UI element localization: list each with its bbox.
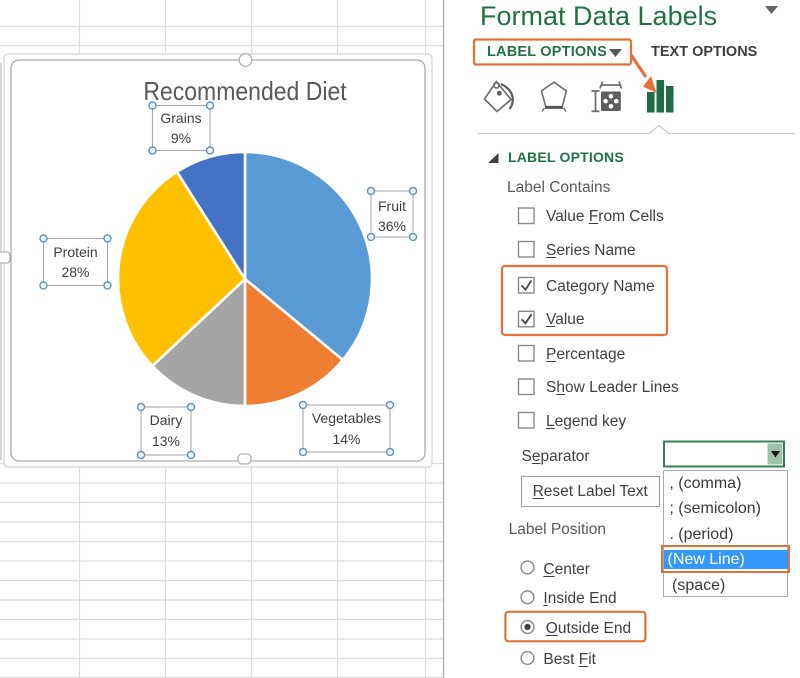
svg-text:Protein: Protein: [53, 244, 97, 260]
svg-text:Fruit: Fruit: [378, 198, 406, 214]
svg-text:36%: 36%: [378, 218, 406, 234]
svg-text:14%: 14%: [332, 431, 360, 447]
svg-text:28%: 28%: [61, 264, 89, 280]
svg-text:9%: 9%: [171, 130, 191, 146]
svg-text:13%: 13%: [152, 433, 180, 449]
svg-text:Recommended Diet: Recommended Diet: [143, 78, 346, 107]
svg-text:Vegetables: Vegetables: [312, 410, 381, 426]
svg-text:Dairy: Dairy: [150, 412, 183, 428]
svg-text:Grains: Grains: [160, 110, 201, 126]
